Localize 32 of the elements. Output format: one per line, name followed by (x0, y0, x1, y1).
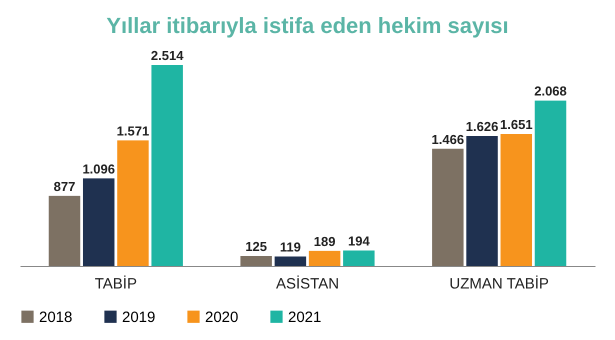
x-tick-label: ASİSTAN (276, 274, 340, 292)
legend-label: 2020 (205, 308, 238, 326)
bar (240, 256, 272, 266)
data-label: 1.466 (432, 132, 464, 147)
legend-label: 2018 (39, 308, 72, 326)
bar (117, 140, 149, 266)
legend-label: 2021 (288, 308, 322, 326)
data-label: 1.651 (500, 117, 533, 132)
data-label: 1.096 (82, 161, 115, 176)
bar (82, 178, 114, 266)
bar (534, 100, 566, 266)
x-tick-label: TABİP (94, 274, 137, 292)
data-label: 2.068 (534, 84, 567, 99)
bar (466, 136, 498, 266)
data-label: 877 (54, 178, 76, 194)
data-label: 189 (314, 234, 336, 249)
data-label: 1.626 (466, 119, 498, 134)
legend-label: 2019 (122, 308, 156, 326)
bar (432, 148, 464, 266)
data-label: 2.514 (150, 48, 184, 63)
bar (274, 256, 306, 266)
x-tick-label: UZMAN TABİP (449, 274, 549, 292)
bar (308, 250, 340, 266)
data-label: 119 (280, 239, 301, 254)
chart-title: Yıllar itibarıyla istifa eden hekim sayısı (106, 13, 509, 38)
bar (500, 134, 532, 266)
bar (343, 250, 375, 266)
data-label: 125 (245, 239, 268, 254)
bar (48, 196, 80, 266)
data-label: 1.571 (116, 123, 150, 138)
bar (151, 65, 183, 266)
data-label: 194 (348, 233, 370, 248)
